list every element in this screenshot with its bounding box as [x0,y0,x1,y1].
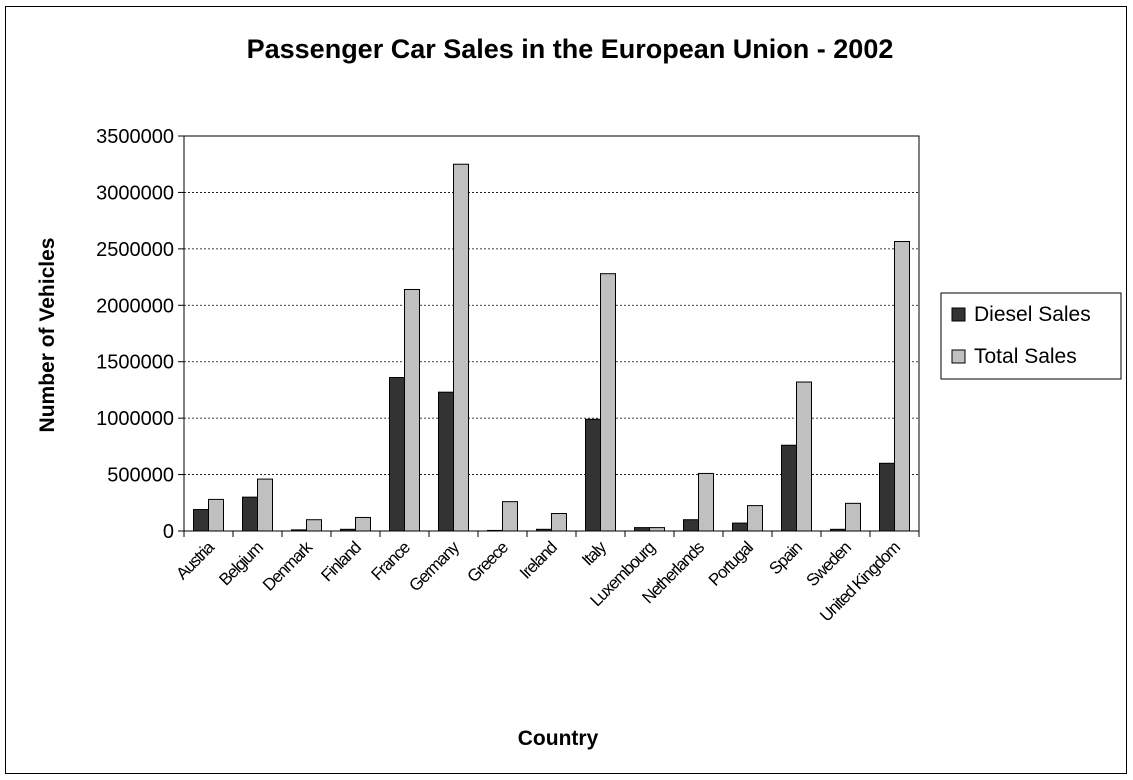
bar-total-sales-denmark [306,519,322,532]
x-tick-label: Portugal [705,538,757,590]
bar-total-sales-luxembourg [649,527,665,532]
y-tick-label: 1500000 [96,352,174,374]
x-axis-title: Country [518,727,599,750]
legend-entry: Diesel Sales [974,303,1091,326]
bar-total-sales-portugal [747,505,763,532]
y-tick-label: 2000000 [96,295,174,317]
x-tick-label: Spain [765,538,805,578]
bar-total-sales-netherlands [698,472,714,532]
y-tick-label: 0 [163,521,174,543]
legend-box [940,292,1122,380]
bar-total-sales-germany [453,163,469,532]
x-tick-label: Italy [578,537,610,569]
y-tick-label: 500000 [107,465,174,487]
x-tick-label: Denmark [259,537,316,594]
bar-total-sales-sweden [845,502,861,532]
bar-diesel-sales-italy [585,418,601,532]
bar-diesel-sales-netherlands [683,519,699,532]
bar-diesel-sales-united-kingdom [879,462,895,532]
legend-entry: Total Sales [974,345,1077,368]
bars [193,163,910,532]
bar-total-sales-ireland [551,513,567,532]
bar-total-sales-spain [796,381,812,532]
bar-total-sales-italy [600,273,616,532]
legend-swatch [951,349,966,364]
legend: Diesel Sales Total Sales [940,292,1122,380]
legend-swatch [951,307,966,322]
y-axis: 0 500000 1000000 1500000 2000000 2500000 30000… [96,126,185,543]
bar-diesel-sales-luxembourg [634,527,650,532]
y-axis-title: Number of Vehicles [36,238,59,433]
x-tick-label: Greece [464,538,512,586]
bar-total-sales-austria [208,498,224,532]
y-tick-label: 2500000 [96,239,174,261]
x-tick-label: Germany [405,537,463,595]
bar-total-sales-greece [502,501,518,532]
x-tick-label: France [368,538,414,584]
bar-diesel-sales-austria [193,509,209,532]
x-tick-label: Finland [317,538,364,585]
chart-title: Passenger Car Sales in the European Unio… [247,34,894,64]
y-tick-label: 3500000 [96,126,174,148]
bar-total-sales-belgium [257,478,273,532]
bar-total-sales-finland [355,516,371,532]
bar-total-sales-france [404,288,420,532]
bar-total-sales-united-kingdom [894,241,910,532]
bar-diesel-sales-spain [781,444,797,532]
y-tick-label: 1000000 [96,408,174,430]
x-tick-label: Austria [172,537,218,583]
chart-frame [5,6,1127,774]
bar-diesel-sales-germany [438,391,454,532]
bar-diesel-sales-france [389,377,405,532]
bar-diesel-sales-portugal [732,522,748,532]
x-tick-label: Ireland [516,538,561,583]
bar-diesel-sales-belgium [242,496,258,532]
y-tick-label: 3000000 [96,182,174,204]
